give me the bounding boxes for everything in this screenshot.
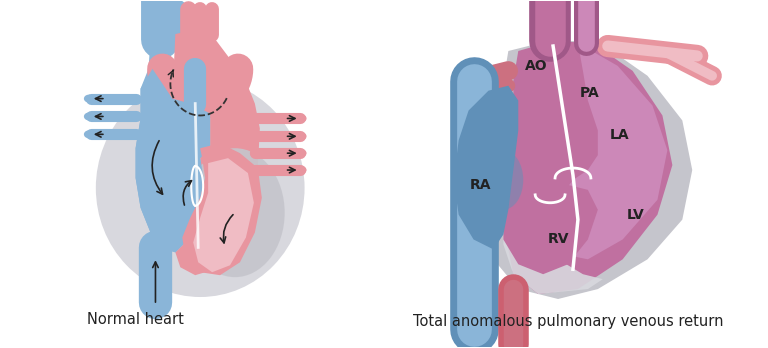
Ellipse shape [296, 114, 306, 122]
Ellipse shape [84, 112, 94, 120]
Ellipse shape [250, 132, 260, 140]
Text: Total anomalous pulmonary venous return: Total anomalous pulmonary venous return [412, 314, 723, 329]
Text: RV: RV [548, 232, 569, 246]
Ellipse shape [296, 132, 306, 140]
Ellipse shape [250, 166, 260, 174]
Text: LV: LV [627, 208, 644, 222]
Ellipse shape [250, 114, 260, 122]
Polygon shape [172, 29, 260, 275]
Polygon shape [136, 34, 210, 252]
Text: Normal heart: Normal heart [87, 312, 184, 327]
Ellipse shape [131, 130, 141, 138]
Text: LA: LA [610, 128, 630, 142]
Text: AO: AO [525, 59, 548, 73]
Polygon shape [484, 41, 692, 299]
Polygon shape [503, 224, 603, 294]
Ellipse shape [484, 150, 523, 210]
Ellipse shape [96, 79, 305, 297]
Text: PA: PA [580, 86, 600, 100]
Ellipse shape [250, 149, 260, 157]
Polygon shape [194, 158, 254, 272]
Ellipse shape [296, 149, 306, 157]
Ellipse shape [84, 95, 94, 103]
Ellipse shape [84, 130, 94, 138]
Ellipse shape [296, 166, 306, 174]
Polygon shape [182, 143, 262, 275]
Polygon shape [454, 86, 518, 250]
Ellipse shape [131, 112, 141, 120]
Polygon shape [503, 41, 672, 294]
Ellipse shape [131, 95, 141, 103]
Polygon shape [503, 180, 598, 274]
Polygon shape [136, 69, 210, 252]
Polygon shape [553, 43, 667, 259]
Ellipse shape [185, 148, 285, 277]
Text: RA: RA [470, 178, 492, 192]
